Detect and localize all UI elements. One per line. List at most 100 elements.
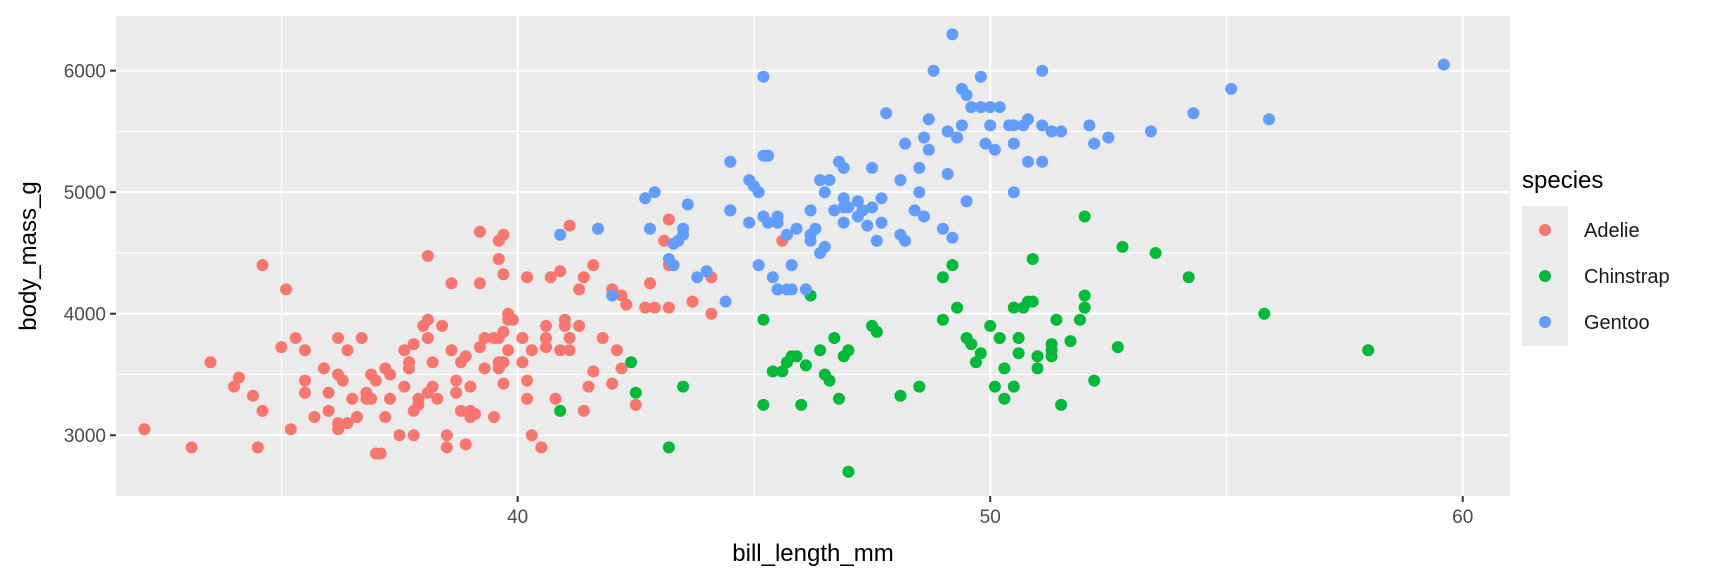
data-point — [842, 201, 855, 214]
data-point — [596, 332, 609, 344]
data-point — [951, 301, 964, 314]
data-point — [1111, 341, 1124, 354]
data-point — [1007, 301, 1020, 314]
data-point — [256, 404, 269, 417]
y-tick-label: 4000 — [64, 305, 106, 326]
legend-key-gentoo — [1539, 316, 1551, 328]
data-point — [724, 155, 737, 168]
data-point — [488, 411, 500, 423]
data-point — [436, 319, 449, 332]
grid-lines — [116, 16, 1510, 496]
data-point — [970, 356, 982, 369]
data-point — [757, 70, 770, 83]
data-point — [960, 89, 973, 101]
series-adelie — [138, 213, 789, 460]
data-point — [473, 341, 486, 354]
data-point — [913, 161, 926, 174]
legend-label-gentoo: Gentoo — [1584, 312, 1650, 334]
data-point — [658, 234, 671, 247]
x-tick-label: 50 — [980, 507, 1001, 528]
data-point — [818, 240, 831, 253]
data-point — [502, 344, 515, 357]
data-point — [823, 374, 836, 387]
data-point — [993, 101, 1006, 114]
data-point — [256, 259, 269, 272]
data-point — [1050, 313, 1063, 326]
data-point — [941, 125, 954, 138]
data-point — [870, 234, 883, 247]
data-point — [960, 195, 973, 208]
data-point — [582, 380, 595, 393]
data-point — [913, 186, 926, 199]
data-point — [1078, 289, 1091, 302]
data-point — [752, 186, 765, 199]
data-point — [1078, 301, 1091, 314]
data-point — [322, 404, 335, 417]
data-point — [894, 174, 907, 187]
data-point — [407, 338, 420, 351]
data-point — [322, 386, 335, 399]
data-point — [965, 101, 978, 114]
data-point — [563, 219, 576, 232]
data-point — [866, 161, 879, 174]
data-point — [478, 332, 491, 344]
data-point — [662, 213, 675, 226]
data-point — [743, 216, 756, 229]
data-point — [998, 362, 1011, 375]
data-point — [691, 271, 704, 284]
data-point — [1012, 332, 1025, 344]
data-point — [785, 259, 798, 272]
legend-title: species — [1522, 167, 1603, 194]
data-point — [558, 313, 571, 326]
data-point — [974, 70, 987, 83]
data-point — [974, 347, 987, 360]
data-point — [1102, 131, 1115, 144]
data-point — [341, 417, 354, 430]
data-point — [403, 356, 415, 369]
plot-panel — [116, 16, 1510, 496]
data-point — [814, 174, 827, 187]
data-point — [974, 101, 987, 114]
data-point — [1064, 335, 1077, 348]
data-point — [473, 225, 486, 238]
data-point — [1437, 58, 1450, 71]
data-point — [431, 392, 444, 405]
data-point — [540, 341, 552, 354]
data-point — [837, 192, 850, 205]
data-point — [369, 374, 382, 387]
data-point — [384, 368, 397, 381]
data-point — [625, 356, 638, 369]
data-point — [785, 283, 798, 296]
data-point — [795, 398, 808, 411]
data-point — [1007, 380, 1020, 393]
data-point — [790, 350, 803, 363]
data-point — [804, 204, 817, 217]
data-point — [851, 195, 864, 208]
data-point — [1083, 119, 1096, 132]
data-point — [757, 398, 770, 411]
data-point — [521, 271, 534, 284]
data-point — [332, 417, 345, 430]
data-point — [497, 325, 510, 338]
data-point — [781, 228, 793, 241]
data-point — [662, 441, 675, 454]
data-point — [554, 404, 567, 417]
data-point — [993, 332, 1006, 344]
data-point — [894, 228, 907, 241]
data-point — [332, 368, 345, 381]
data-point — [766, 365, 779, 378]
data-point — [492, 362, 505, 375]
data-point — [516, 332, 529, 344]
data-point — [927, 64, 940, 77]
data-point — [908, 204, 921, 217]
data-point — [790, 222, 803, 235]
data-point — [421, 313, 434, 326]
data-point — [771, 283, 784, 296]
data-point — [922, 113, 935, 126]
data-point — [577, 404, 590, 417]
data-point — [833, 392, 845, 405]
data-point — [1362, 344, 1375, 357]
data-point — [379, 411, 392, 423]
data-point — [308, 411, 321, 423]
